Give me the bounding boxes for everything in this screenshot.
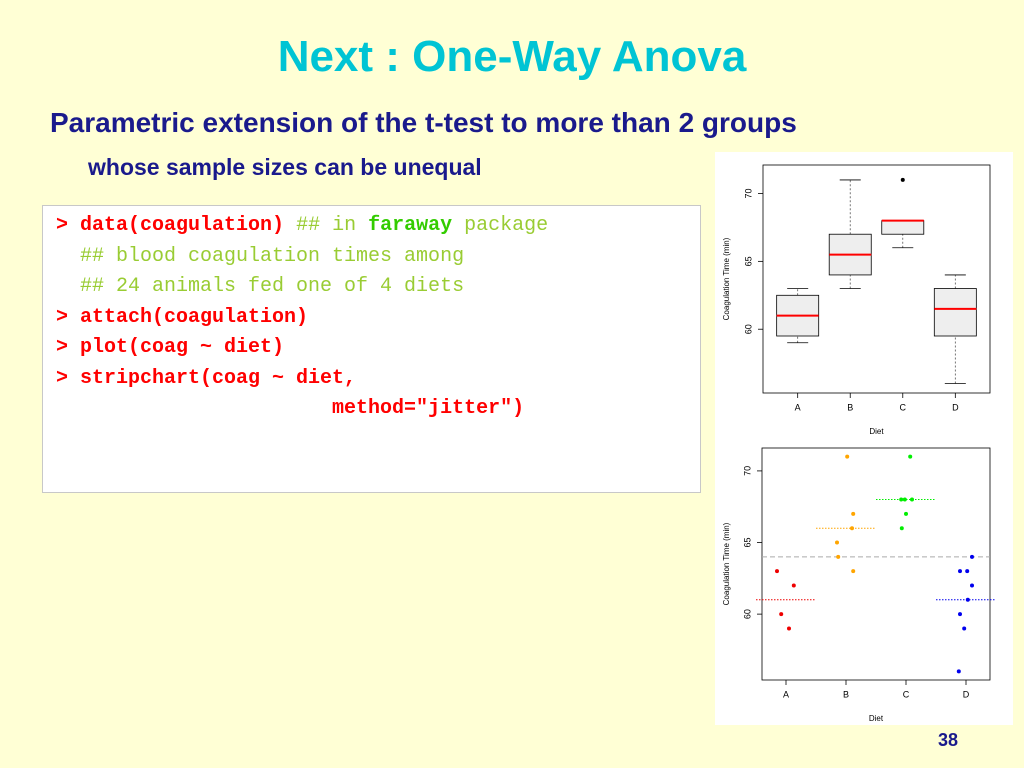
panel [715,442,1013,725]
x-tick-label: B [847,402,853,412]
point [850,526,854,531]
point [775,569,779,574]
point [845,454,850,459]
y-tick-label: 60 [742,609,752,619]
point [851,511,856,516]
point [962,626,967,631]
point [908,454,913,459]
y-tick-label: 65 [742,538,752,548]
point [899,526,904,531]
code-segment: package [452,214,549,237]
y-axis-label: Coagulation Time (min) [722,522,731,605]
code-segment: ## blood coagulation times among [56,244,465,268]
x-tick-label: C [903,689,910,699]
point [970,583,974,588]
point [904,511,908,516]
code-segment: > plot(coag ~ diet) [56,336,285,359]
plot-frame [761,447,991,681]
code-line: ## blood coagulation times among [56,245,464,268]
slide-title: Next : One-Way Anova [277,32,747,81]
code-line: ## 24 animals fed one of 4 diets [56,275,464,298]
code-segment: > [56,214,81,237]
outlier [900,177,905,182]
code-segment: method="jitter") [56,397,525,420]
plot-frame [762,164,991,394]
code-segment: ## in [284,214,369,237]
code-segment: > attach(coagulation) [56,305,309,329]
point [910,497,914,502]
x-axis-label: Diet [869,427,884,436]
x-axis-label: Diet [869,714,884,723]
point [970,554,974,559]
box [881,220,925,235]
code-box: > data(coagulation) ## in faraway packag… [42,205,701,493]
point [836,554,841,559]
point [791,583,796,588]
point [956,669,961,674]
subtitle: Parametric extension of the t-test to mo… [50,107,797,138]
point [965,597,970,602]
x-tick-label: A [783,689,789,699]
y-tick-label: 70 [742,466,752,476]
code-segment: data(coagulation) [80,214,285,237]
y-tick-label: 60 [743,324,753,334]
point [787,626,791,631]
code-line: > plot(coag ~ diet) [56,336,284,359]
x-tick-label: D [963,689,970,699]
box [933,288,977,337]
y-axis-label: Coagulation Time (min) [722,237,731,320]
point [779,612,784,617]
point [958,569,962,574]
point [902,497,907,502]
x-tick-label: C [900,402,907,412]
code-segment: > stripchart(coag ~ diet, [56,366,357,390]
code-segment: ## 24 animals fed one of 4 diets [56,275,465,298]
subtitle-line: whose sample sizes can be unequal [88,154,482,180]
point [899,497,904,502]
code-segment: faraway [368,214,453,237]
point [965,569,970,574]
x-tick-label: A [795,402,801,412]
point [851,569,856,574]
y-tick-label: 70 [743,188,753,198]
y-tick-label: 65 [743,256,753,266]
code-line: > attach(coagulation) [56,306,308,329]
point [835,540,839,545]
code-line: > stripchart(coag ~ diet, [56,367,356,390]
x-tick-label: D [952,402,959,412]
x-tick-label: B [843,689,849,699]
point [958,612,962,617]
page-number: 38 [938,730,959,750]
code-line: > data(coagulation) ## in faraway packag… [56,214,548,237]
code-line: method="jitter") [56,397,524,420]
